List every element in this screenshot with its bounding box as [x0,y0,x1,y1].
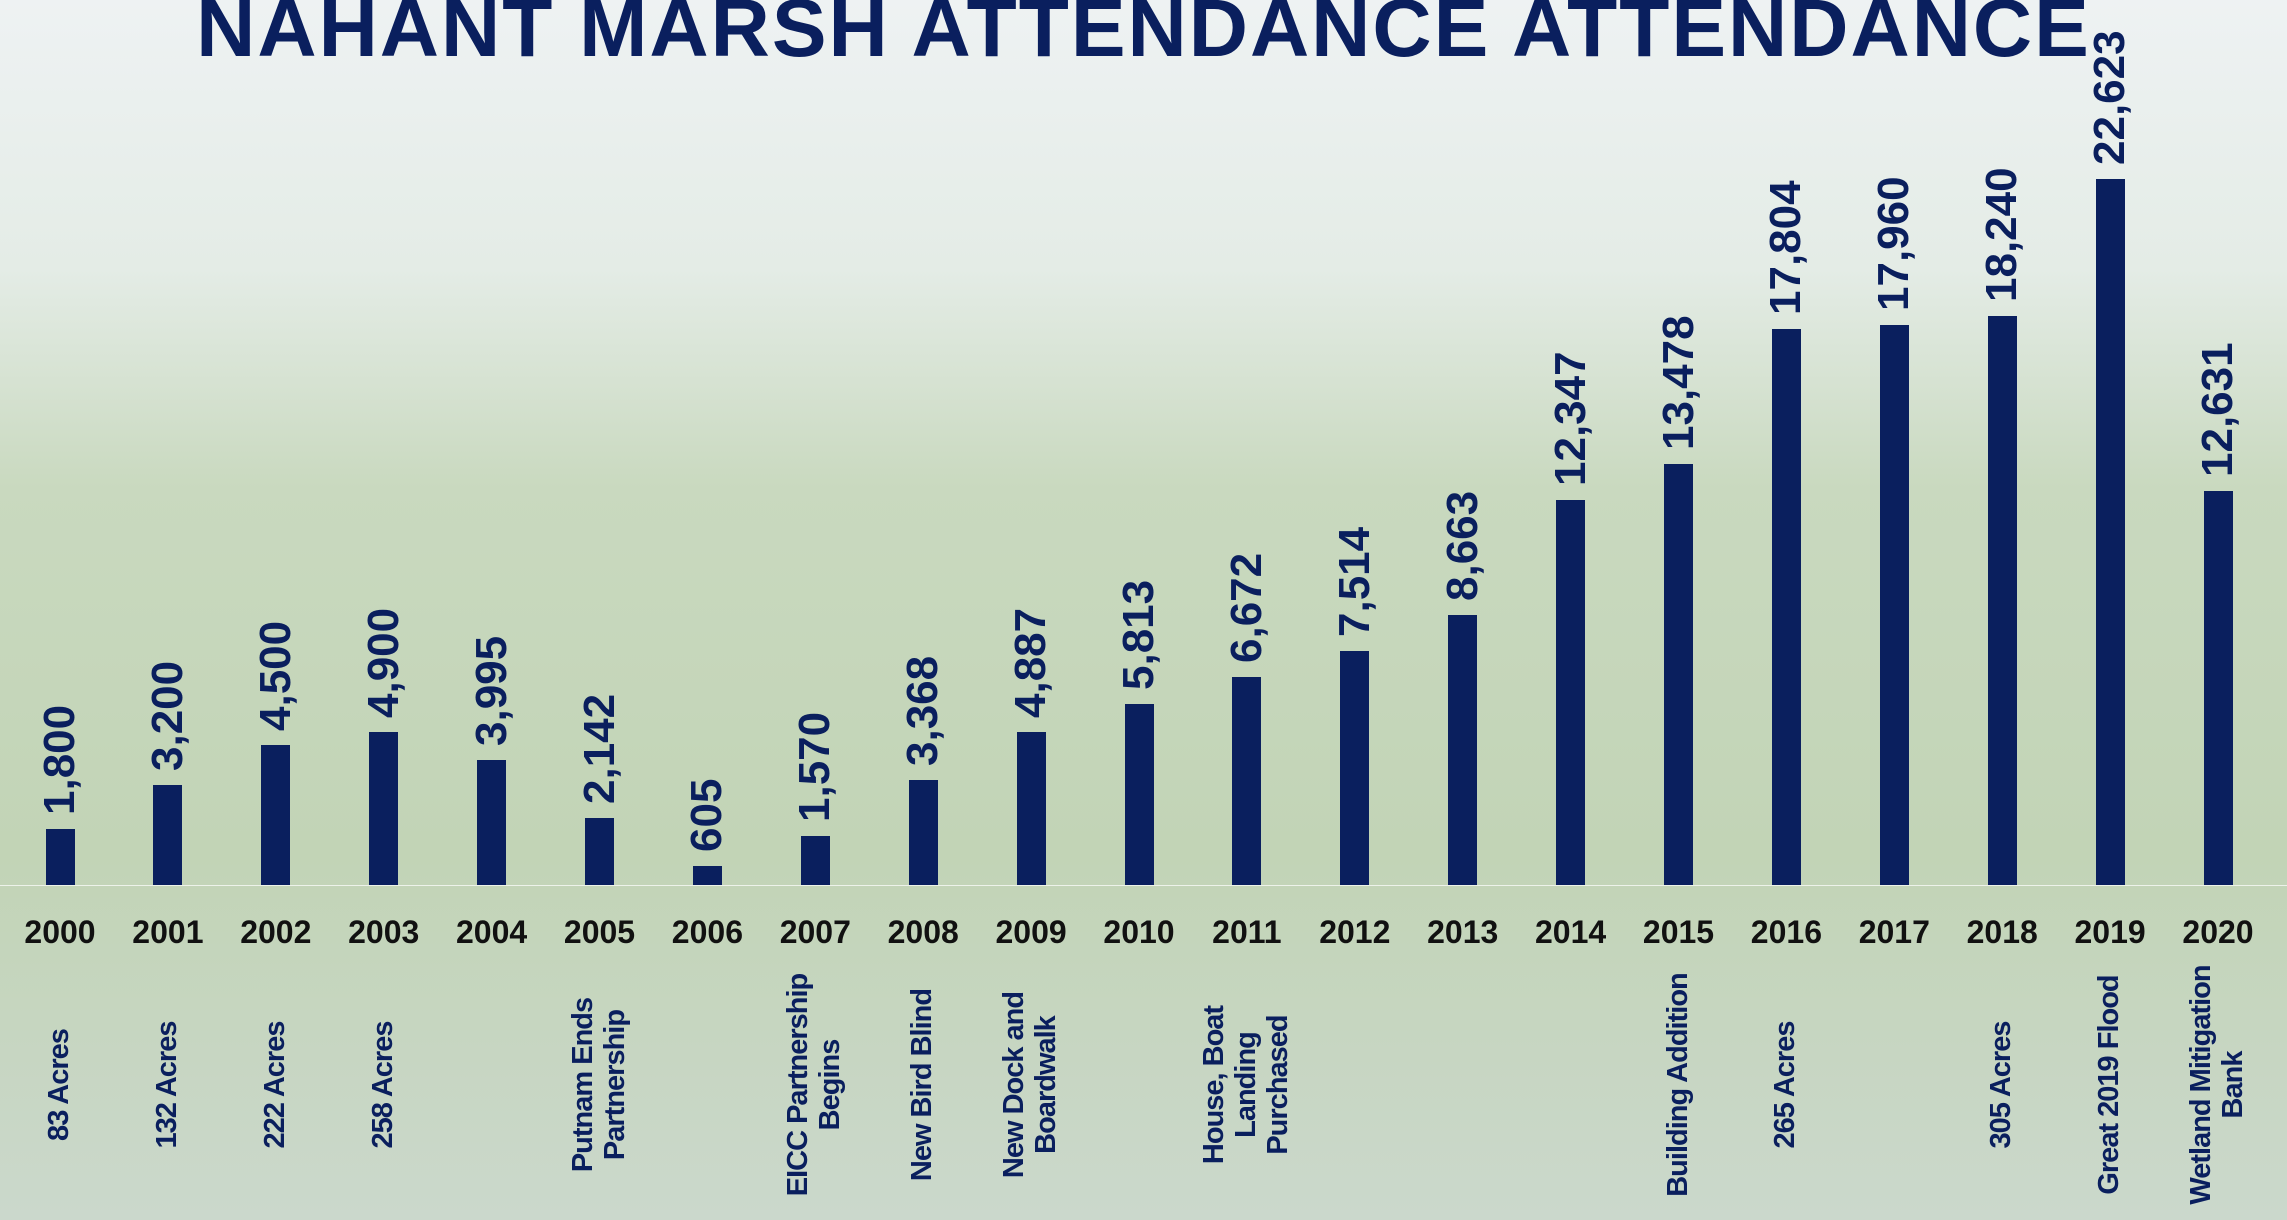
annotation: New Dock and Boardwalk [976,960,1086,1210]
x-tick-label: 2020 [2168,914,2268,951]
value-label: 4,500 [254,620,298,730]
bar [585,818,614,885]
annotation: 258 Acres [329,960,439,1210]
chart: NAHANT MARSH ATTENDANCE ATTENDANCE 1,800… [0,0,2287,1220]
x-tick-label: 2006 [657,914,757,951]
bar [1772,329,1801,885]
bar [153,785,182,885]
baseline [0,885,2287,886]
value-label: 5,813 [1117,579,1161,689]
annotation: Wetland Mitigation Bank [2163,960,2273,1210]
value-label: 1,800 [38,705,82,815]
bar [46,829,75,885]
bar [1232,677,1261,885]
bar [1340,651,1369,885]
x-tick-label: 2011 [1197,914,1297,951]
bar [909,780,938,885]
annotation: Great 2019 Flood [2055,960,2165,1210]
x-tick-label: 2017 [1844,914,1944,951]
x-tick-label: 2009 [981,914,1081,951]
x-tick-label: 2000 [10,914,110,951]
chart-title: NAHANT MARSH ATTENDANCE ATTENDANCE [0,0,2287,76]
x-tick-label: 2002 [226,914,326,951]
x-tick-label: 2012 [1305,914,1405,951]
value-label: 8,663 [1441,491,1485,601]
x-tick-label: 2018 [1952,914,2052,951]
value-label: 7,514 [1333,526,1377,636]
x-tick-label: 2005 [550,914,650,951]
x-tick-label: 2010 [1089,914,1189,951]
bar [1017,732,1046,885]
bar [2096,179,2125,885]
bar [477,760,506,885]
bar [693,866,722,885]
value-label: 17,804 [1764,181,1808,316]
value-label: 12,631 [2196,342,2240,477]
annotation: Building Addition [1624,960,1734,1210]
bar [2204,491,2233,885]
bar [1125,704,1154,885]
annotation: Putnam Ends Partnership [545,960,655,1210]
x-tick-label: 2008 [873,914,973,951]
annotation: 83 Acres [5,960,115,1210]
bar [1988,316,2017,885]
annotation: 222 Acres [221,960,331,1210]
x-tick-label: 2019 [2060,914,2160,951]
annotation: 265 Acres [1731,960,1841,1210]
value-label: 12,347 [1549,351,1593,486]
x-tick-label: 2013 [1413,914,1513,951]
bar [1556,500,1585,885]
value-label: 605 [685,779,729,852]
bar [1880,325,1909,885]
x-tick-label: 2007 [765,914,865,951]
x-tick-label: 2001 [118,914,218,951]
value-label: 4,900 [362,608,406,718]
bar [369,732,398,885]
value-label: 2,142 [578,694,622,804]
x-tick-label: 2016 [1736,914,1836,951]
value-label: 13,478 [1657,316,1701,451]
value-label: 22,623 [2088,30,2132,165]
x-tick-label: 2015 [1629,914,1729,951]
value-label: 6,672 [1225,553,1269,663]
bar [1448,615,1477,885]
value-label: 1,570 [793,712,837,822]
bar [801,836,830,885]
annotation: 305 Acres [1947,960,2057,1210]
value-label: 3,200 [146,661,190,771]
x-tick-label: 2003 [334,914,434,951]
value-label: 3,368 [901,656,945,766]
value-label: 17,960 [1872,176,1916,311]
x-tick-label: 2014 [1521,914,1621,951]
x-tick-label: 2004 [442,914,542,951]
value-label: 18,240 [1980,167,2024,302]
annotation: House, Boat Landing Purchased [1192,960,1302,1210]
annotation: 132 Acres [113,960,223,1210]
annotation: New Bird Blind [868,960,978,1210]
value-label: 3,995 [470,636,514,746]
value-label: 4,887 [1009,608,1053,718]
bar [1664,464,1693,885]
annotation: EICC Partnership Begins [760,960,870,1210]
bar [261,745,290,885]
